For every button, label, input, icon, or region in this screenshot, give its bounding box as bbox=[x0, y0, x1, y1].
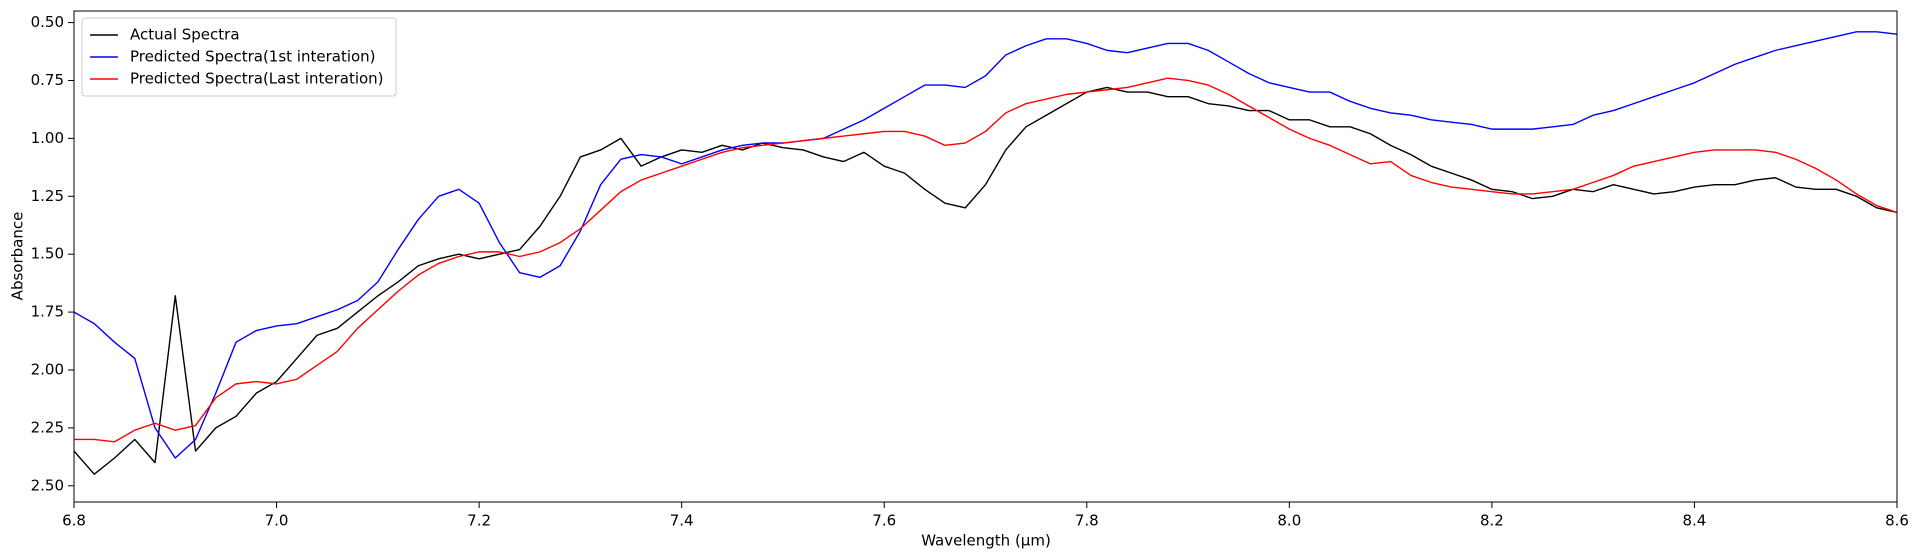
x-tick-label: 7.6 bbox=[872, 512, 896, 530]
x-tick-label: 6.8 bbox=[62, 512, 86, 530]
x-tick-label: 8.2 bbox=[1480, 512, 1504, 530]
y-tick-label: 1.75 bbox=[31, 303, 64, 321]
legend-label: Predicted Spectra(Last interation) bbox=[130, 70, 384, 88]
y-tick-label: 2.50 bbox=[31, 476, 64, 494]
y-tick-label: 1.50 bbox=[31, 245, 64, 263]
x-tick-label: 8.6 bbox=[1885, 512, 1909, 530]
plot-lines bbox=[74, 31, 1897, 475]
legend-label: Actual Spectra bbox=[130, 26, 240, 44]
y-tick-label: 0.75 bbox=[31, 71, 64, 89]
x-tick-label: 8.4 bbox=[1683, 512, 1707, 530]
y-tick-label: 0.50 bbox=[31, 13, 64, 31]
series-line bbox=[74, 31, 1897, 459]
y-tick-label: 2.00 bbox=[31, 360, 64, 378]
plot-frame bbox=[73, 10, 1898, 503]
x-tick-label: 7.2 bbox=[467, 512, 491, 530]
y-tick-label: 2.25 bbox=[31, 418, 64, 436]
x-tick-label: 7.4 bbox=[670, 512, 694, 530]
x-tick-label: 8.0 bbox=[1277, 512, 1301, 530]
series-line bbox=[74, 86, 1897, 475]
legend-box bbox=[81, 17, 397, 97]
series-line bbox=[74, 77, 1897, 443]
x-tick-label: 7.0 bbox=[265, 512, 289, 530]
y-tick-label: 1.25 bbox=[31, 187, 64, 205]
x-axis-label: Wavelength (μm) bbox=[921, 532, 1051, 550]
x-tick-label: 7.8 bbox=[1075, 512, 1099, 530]
y-tick-label: 1.00 bbox=[31, 129, 64, 147]
legend-label: Predicted Spectra(1st interation) bbox=[130, 48, 376, 66]
y-axis-label: Absorbance bbox=[9, 212, 27, 301]
